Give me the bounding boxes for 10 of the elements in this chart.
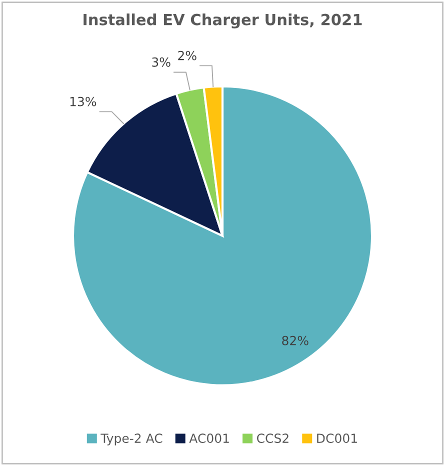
data-label: 82% — [282, 336, 308, 346]
chart-title: Installed EV Charger Units, 2021 — [84, 14, 362, 28]
legend-label: DC001 — [317, 434, 357, 444]
pie-slice — [72, 85, 374, 386]
data-label: 13% — [70, 96, 96, 106]
data-label: 3% — [152, 57, 170, 67]
legend-label: AC001 — [189, 434, 229, 444]
data-label: 2% — [178, 50, 196, 60]
legend-label: CCS2 — [256, 434, 288, 444]
legend-label: Type-2 AC — [100, 434, 162, 446]
